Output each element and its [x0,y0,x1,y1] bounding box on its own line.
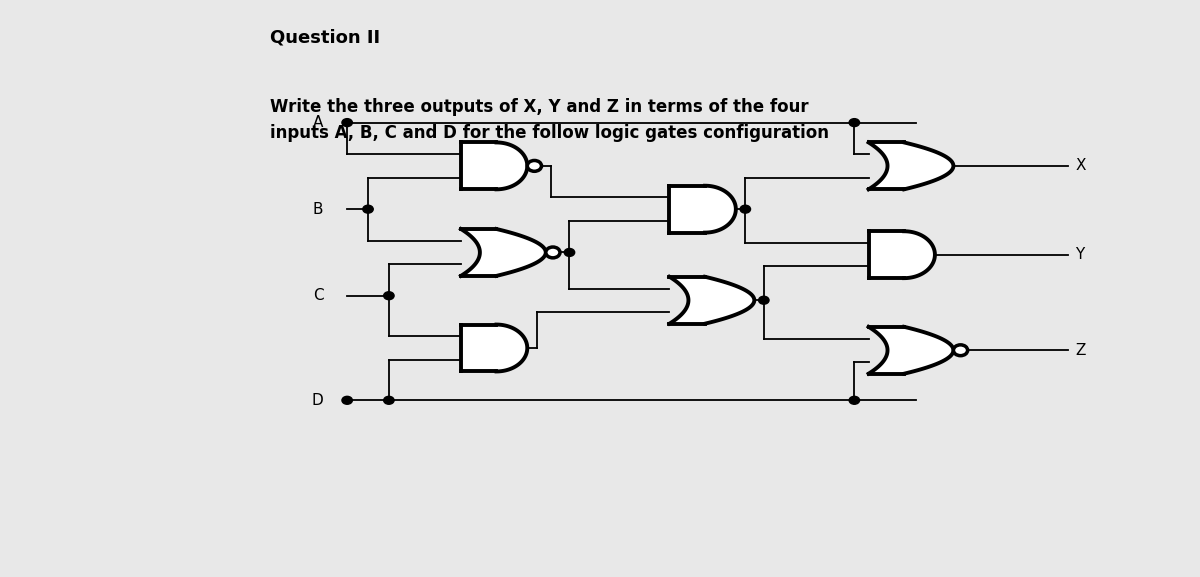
Circle shape [954,345,967,355]
Polygon shape [869,231,935,278]
Circle shape [546,247,560,258]
Circle shape [342,119,353,126]
Circle shape [564,249,575,256]
Circle shape [850,396,859,404]
Text: X: X [1075,159,1086,173]
Circle shape [384,396,394,404]
Polygon shape [461,229,546,276]
Polygon shape [869,327,953,374]
Text: B: B [313,202,324,216]
Polygon shape [461,324,527,372]
Polygon shape [461,143,527,189]
Circle shape [384,292,394,299]
Text: Y: Y [1075,247,1085,262]
Text: D: D [312,393,324,408]
Text: Question II: Question II [270,29,380,47]
Circle shape [342,396,353,404]
Circle shape [850,119,859,126]
Text: Z: Z [1075,343,1086,358]
Circle shape [362,205,373,213]
Circle shape [740,205,750,213]
Text: Write the three outputs of X, Y and Z in terms of the four
inputs A, B, C and D : Write the three outputs of X, Y and Z in… [270,98,829,143]
Polygon shape [869,143,953,189]
Circle shape [527,160,541,171]
Circle shape [758,296,769,304]
Text: C: C [313,288,324,303]
Text: A: A [313,115,324,130]
Polygon shape [670,186,736,233]
Polygon shape [670,277,755,324]
